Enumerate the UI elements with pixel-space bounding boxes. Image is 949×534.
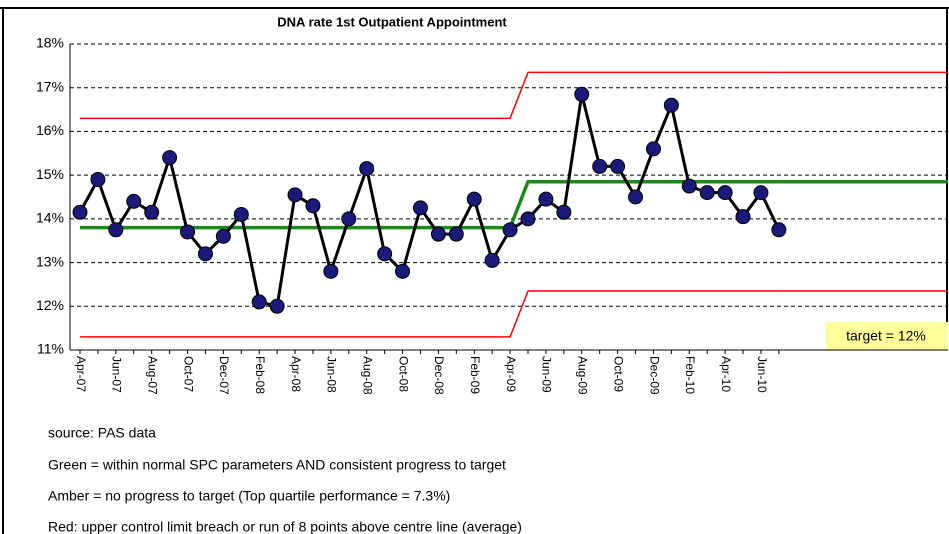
data-point	[610, 158, 626, 174]
data-point	[430, 226, 446, 242]
x-tick-label: Oct-09	[611, 356, 625, 392]
data-point	[699, 185, 715, 201]
y-tick-label: 17%	[36, 78, 64, 94]
data-point	[628, 189, 644, 205]
data-point	[287, 187, 303, 203]
data-point	[735, 209, 751, 225]
x-tick-label: Feb-09	[468, 356, 482, 394]
x-tick-label: Apr-09	[504, 356, 518, 392]
x-tick-label: Feb-10	[683, 356, 697, 394]
x-tick-label: Dec-08	[432, 356, 446, 395]
data-point	[574, 86, 590, 102]
series-line	[80, 179, 779, 230]
x-tick-label: Apr-07	[74, 356, 88, 392]
data-point	[90, 172, 106, 188]
target-box	[826, 322, 947, 350]
data-point	[162, 150, 178, 166]
data-point	[395, 263, 411, 279]
data-point	[269, 298, 285, 314]
y-tick-label: 11%	[37, 341, 64, 357]
data-point	[502, 222, 518, 238]
data-point	[645, 141, 661, 157]
x-tick-label: Feb-08	[253, 356, 267, 394]
data-point	[215, 228, 231, 244]
x-tick-label: Dec-09	[647, 356, 661, 395]
note: Red: upper control limit breach or run o…	[48, 519, 522, 534]
data-point	[753, 185, 769, 201]
y-tick-label: 18%	[36, 35, 64, 51]
data-point	[412, 200, 428, 216]
data-point	[359, 161, 375, 177]
x-tick-label: Oct-07	[181, 356, 195, 392]
data-point	[377, 246, 393, 262]
data-point	[251, 294, 267, 310]
x-tick-label: Jun-09	[540, 356, 554, 393]
y-tick-label: 12%	[36, 297, 64, 313]
data-point	[556, 204, 572, 220]
data-point	[663, 97, 679, 113]
data-point	[341, 211, 357, 227]
data-point	[126, 193, 142, 209]
note: Green = within normal SPC parameters AND…	[48, 457, 506, 473]
y-tick-label: 16%	[36, 122, 64, 138]
data-point	[197, 246, 213, 262]
data-point	[592, 158, 608, 174]
x-tick-label: Oct-08	[396, 356, 410, 392]
data-point	[233, 206, 249, 222]
annotation: target = 12%	[846, 328, 926, 344]
x-tick-label: Jun-07	[110, 356, 124, 393]
note: Amber = no progress to target (Top quart…	[48, 488, 450, 504]
data-point	[323, 263, 339, 279]
data-point	[144, 204, 160, 220]
x-tick-label: Aug-07	[146, 356, 160, 395]
data-point	[108, 222, 124, 238]
data-point	[520, 211, 536, 227]
data-point	[717, 185, 733, 201]
chart-title: DNA rate 1st Outpatient Appointment	[277, 14, 507, 29]
note: source: PAS data	[48, 425, 156, 441]
x-tick-label: Aug-09	[576, 356, 590, 395]
y-tick-label: 15%	[36, 166, 64, 182]
data-point	[771, 222, 787, 238]
series-line	[78, 92, 781, 308]
x-tick-label: Apr-08	[289, 356, 303, 392]
x-tick-label: Dec-07	[217, 356, 231, 395]
data-point	[180, 224, 196, 240]
y-tick-label: 14%	[36, 210, 64, 226]
data-point	[72, 204, 88, 220]
x-tick-label: Aug-08	[361, 356, 375, 395]
series-line	[80, 290, 779, 338]
data-point	[681, 178, 697, 194]
x-tick-label: Apr-10	[719, 356, 733, 392]
y-tick-label: 13%	[36, 253, 64, 269]
data-point	[448, 226, 464, 242]
data-point	[466, 191, 482, 207]
x-tick-label: Jun-10	[755, 356, 769, 393]
data-point	[484, 252, 500, 268]
series-line	[80, 71, 779, 120]
data-point	[305, 198, 321, 214]
x-tick-label: Jun-08	[325, 356, 339, 393]
data-point	[538, 191, 554, 207]
